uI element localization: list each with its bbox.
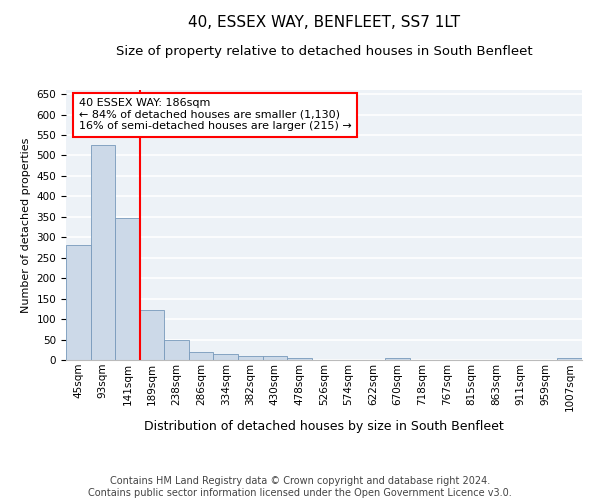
Bar <box>287 358 312 360</box>
Y-axis label: Number of detached properties: Number of detached properties <box>21 138 31 312</box>
Text: 40 ESSEX WAY: 186sqm
← 84% of detached houses are smaller (1,130)
16% of semi-de: 40 ESSEX WAY: 186sqm ← 84% of detached h… <box>79 98 351 132</box>
Bar <box>385 358 410 360</box>
Bar <box>238 356 263 360</box>
Bar <box>263 356 287 360</box>
Bar <box>164 340 189 360</box>
Bar <box>189 352 214 360</box>
Bar <box>115 218 140 360</box>
Bar <box>66 246 91 360</box>
Bar <box>91 145 115 360</box>
Text: Size of property relative to detached houses in South Benfleet: Size of property relative to detached ho… <box>116 45 532 58</box>
Bar <box>140 310 164 360</box>
Text: 40, ESSEX WAY, BENFLEET, SS7 1LT: 40, ESSEX WAY, BENFLEET, SS7 1LT <box>188 15 460 30</box>
Bar <box>214 354 238 360</box>
X-axis label: Distribution of detached houses by size in South Benfleet: Distribution of detached houses by size … <box>144 420 504 432</box>
Bar <box>557 358 582 360</box>
Text: Contains HM Land Registry data © Crown copyright and database right 2024.
Contai: Contains HM Land Registry data © Crown c… <box>88 476 512 498</box>
